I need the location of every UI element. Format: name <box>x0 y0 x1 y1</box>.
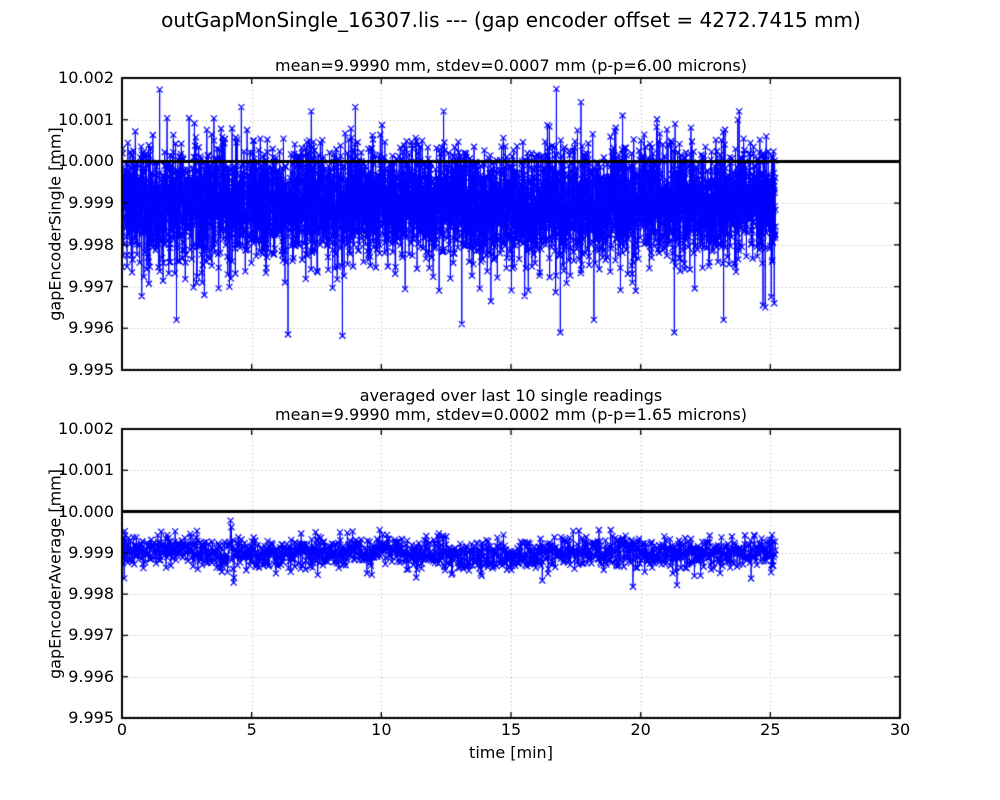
y-tick-label: 10.000 <box>58 501 114 521</box>
x-tick-label: 20 <box>630 720 651 739</box>
subplot2-y-axis-label: gapEncoderAverage [mm] <box>45 469 65 679</box>
subplot1-plot-area <box>122 78 900 370</box>
y-tick-label: 9.999 <box>68 542 114 562</box>
x-tick-label: 15 <box>500 720 522 739</box>
y-tick-label: 9.997 <box>68 625 114 645</box>
y-tick-label: 10.002 <box>58 419 114 438</box>
y-tick-label: 9.995 <box>68 360 114 379</box>
x-tick-label: 25 <box>760 720 781 739</box>
y-tick-label: 10.002 <box>58 68 114 87</box>
y-tick-label: 9.998 <box>68 584 114 604</box>
y-tick-label: 9.997 <box>68 276 114 296</box>
y-tick-label: 10.001 <box>58 109 114 129</box>
subplot2-title-line1: averaged over last 10 single readings <box>359 386 663 405</box>
x-tick-label: 30 <box>889 720 911 739</box>
subplot2-plot-area <box>122 429 900 718</box>
y-tick-label: 10.000 <box>58 151 114 171</box>
subplot2-title-line2: mean=9.9990 mm, stdev=0.0002 mm (p-p=1.6… <box>274 405 747 424</box>
x-tick-label: 0 <box>116 720 128 739</box>
x-tick-label: 5 <box>246 720 257 739</box>
y-tick-label: 9.995 <box>68 708 114 727</box>
subplot1-title: mean=9.9990 mm, stdev=0.0007 mm (p-p=6.0… <box>274 56 747 75</box>
subplot2-x-axis-label: time [min] <box>469 743 553 762</box>
y-tick-label: 9.999 <box>68 193 114 213</box>
y-tick-label: 9.998 <box>68 234 114 254</box>
y-tick-label: 9.996 <box>68 318 114 338</box>
x-tick-label: 10 <box>371 720 392 739</box>
figure-title: outGapMonSingle_16307.lis --- (gap encod… <box>161 8 861 32</box>
y-tick-label: 9.996 <box>68 666 114 686</box>
y-tick-label: 10.001 <box>58 460 114 480</box>
